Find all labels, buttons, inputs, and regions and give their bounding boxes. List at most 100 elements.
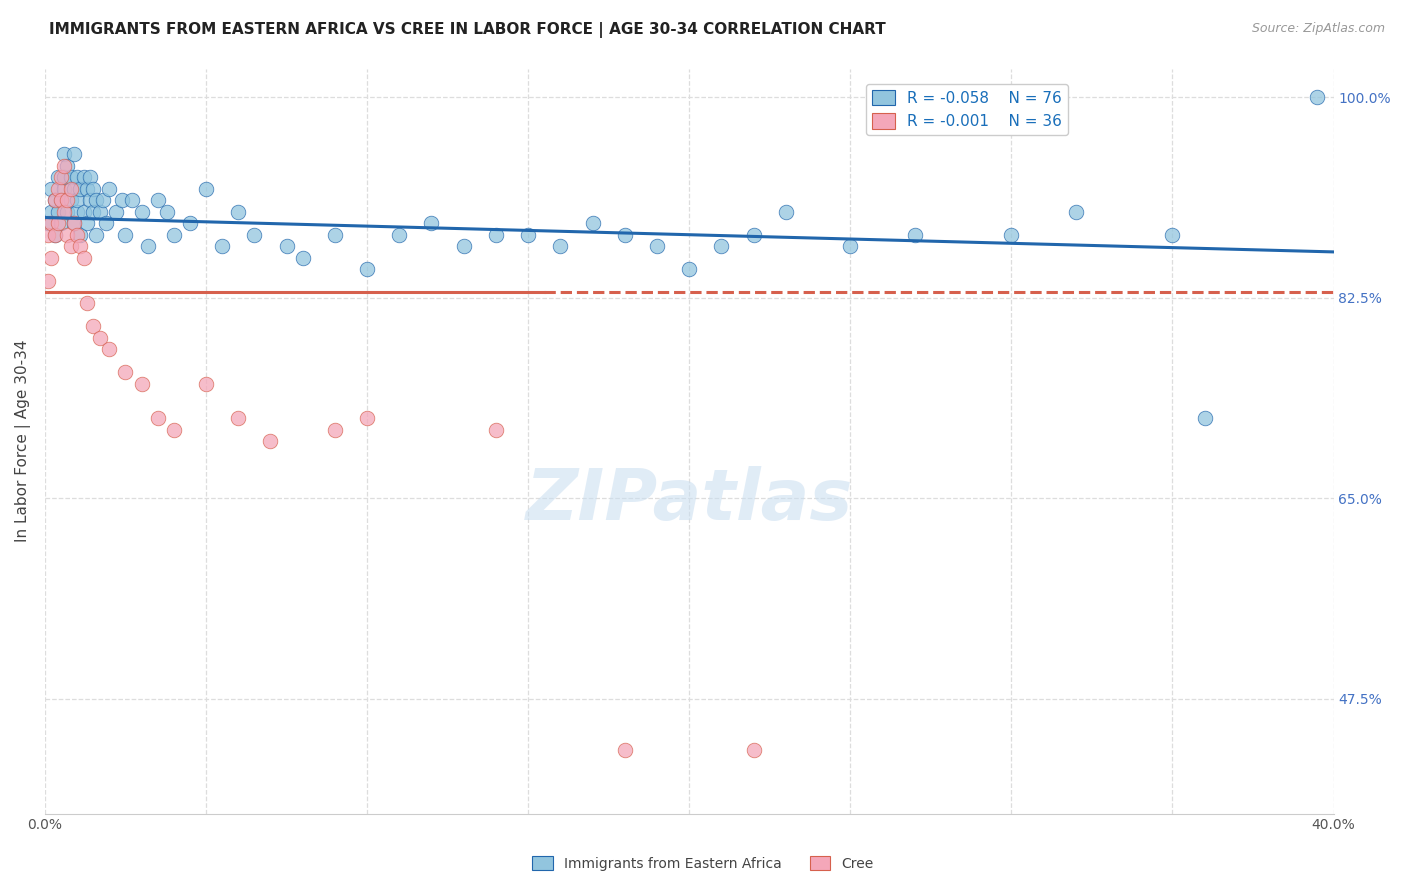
Point — [323, 423, 346, 437]
Point — [420, 216, 443, 230]
Point — [82, 319, 104, 334]
Point — [69, 239, 91, 253]
Point — [98, 343, 121, 357]
Point — [44, 227, 66, 242]
Point — [76, 182, 98, 196]
Point — [453, 239, 475, 253]
Point — [517, 227, 540, 242]
Legend: Immigrants from Eastern Africa, Cree: Immigrants from Eastern Africa, Cree — [527, 850, 879, 876]
Point — [49, 216, 72, 230]
Point — [53, 204, 76, 219]
Point — [356, 262, 378, 277]
Point — [63, 216, 86, 230]
Point — [56, 204, 79, 219]
Point — [44, 194, 66, 208]
Point — [41, 182, 63, 196]
Point — [46, 170, 69, 185]
Point — [839, 239, 862, 253]
Point — [86, 194, 108, 208]
Point — [613, 227, 636, 242]
Point — [53, 170, 76, 185]
Point — [86, 227, 108, 242]
Point — [146, 194, 169, 208]
Point — [49, 194, 72, 208]
Point — [179, 216, 201, 230]
Point — [44, 194, 66, 208]
Point — [1194, 411, 1216, 425]
Point — [742, 743, 765, 757]
Point — [323, 227, 346, 242]
Point — [44, 227, 66, 242]
Point — [41, 204, 63, 219]
Point — [742, 227, 765, 242]
Point — [1064, 204, 1087, 219]
Point — [388, 227, 411, 242]
Point — [211, 239, 233, 253]
Legend: R = -0.058    N = 76, R = -0.001    N = 36: R = -0.058 N = 76, R = -0.001 N = 36 — [866, 84, 1069, 136]
Point — [485, 423, 508, 437]
Point — [1161, 227, 1184, 242]
Point — [146, 411, 169, 425]
Point — [69, 182, 91, 196]
Point — [56, 227, 79, 242]
Point — [49, 194, 72, 208]
Point — [72, 204, 94, 219]
Point — [163, 423, 186, 437]
Point — [59, 239, 82, 253]
Point — [678, 262, 700, 277]
Point — [194, 182, 217, 196]
Point — [63, 147, 86, 161]
Point — [82, 204, 104, 219]
Point — [63, 216, 86, 230]
Point — [163, 227, 186, 242]
Point — [41, 251, 63, 265]
Point — [59, 182, 82, 196]
Point — [121, 194, 143, 208]
Point — [1000, 227, 1022, 242]
Point — [114, 365, 136, 379]
Point — [89, 331, 111, 345]
Point — [194, 376, 217, 391]
Point — [66, 227, 89, 242]
Point — [37, 227, 59, 242]
Point — [46, 182, 69, 196]
Point — [46, 204, 69, 219]
Point — [79, 194, 101, 208]
Point — [53, 159, 76, 173]
Point — [111, 194, 134, 208]
Point — [63, 182, 86, 196]
Point — [613, 743, 636, 757]
Point — [76, 296, 98, 310]
Text: Source: ZipAtlas.com: Source: ZipAtlas.com — [1251, 22, 1385, 36]
Point — [98, 182, 121, 196]
Point — [49, 170, 72, 185]
Point — [291, 251, 314, 265]
Point — [904, 227, 927, 242]
Text: IMMIGRANTS FROM EASTERN AFRICA VS CREE IN LABOR FORCE | AGE 30-34 CORRELATION CH: IMMIGRANTS FROM EASTERN AFRICA VS CREE I… — [49, 22, 886, 38]
Y-axis label: In Labor Force | Age 30-34: In Labor Force | Age 30-34 — [15, 340, 31, 542]
Text: ZIPatlas: ZIPatlas — [526, 467, 853, 535]
Point — [226, 411, 249, 425]
Point — [131, 204, 153, 219]
Point — [69, 227, 91, 242]
Point — [114, 227, 136, 242]
Point — [66, 194, 89, 208]
Point — [76, 216, 98, 230]
Point — [37, 274, 59, 288]
Point — [485, 227, 508, 242]
Point — [581, 216, 603, 230]
Point — [41, 216, 63, 230]
Point — [46, 216, 69, 230]
Point — [79, 170, 101, 185]
Point — [89, 204, 111, 219]
Point — [356, 411, 378, 425]
Point — [66, 204, 89, 219]
Point — [59, 170, 82, 185]
Point — [775, 204, 797, 219]
Point — [131, 376, 153, 391]
Point — [104, 204, 127, 219]
Point — [550, 239, 572, 253]
Point — [226, 204, 249, 219]
Point — [156, 204, 179, 219]
Point — [91, 194, 114, 208]
